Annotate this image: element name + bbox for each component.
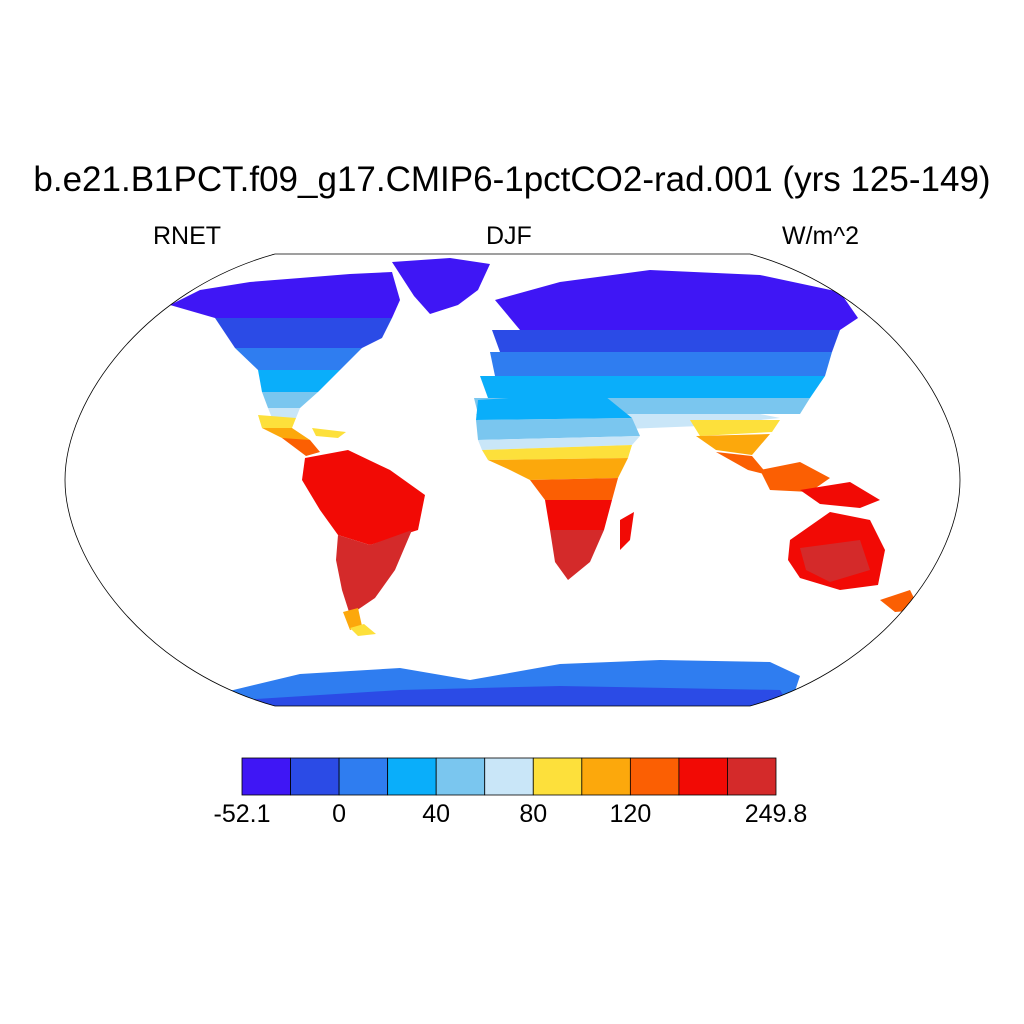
colorbar-box bbox=[678, 757, 728, 796]
colorbar-box bbox=[338, 757, 389, 796]
colorbar-tick-label: 40 bbox=[422, 800, 451, 828]
units-label: W/m^2 bbox=[782, 222, 860, 250]
colorbar bbox=[241, 757, 777, 796]
australia-region bbox=[788, 512, 885, 590]
colorbar-box bbox=[484, 757, 534, 796]
colorbar-box bbox=[727, 757, 777, 796]
colorbar-box bbox=[387, 757, 437, 796]
antarctica-region bbox=[225, 660, 800, 706]
africa-region bbox=[476, 392, 640, 580]
variable-label: RNET bbox=[153, 222, 222, 250]
colorbar-box bbox=[435, 757, 486, 796]
south-america-region bbox=[302, 450, 425, 636]
map-boundary bbox=[64, 253, 961, 707]
eurasia-region bbox=[474, 270, 858, 475]
colorbar-box bbox=[581, 757, 631, 796]
greenland-region bbox=[392, 258, 490, 314]
colorbar-tick-label: 249.8 bbox=[744, 800, 808, 828]
season-label: DJF bbox=[486, 222, 532, 250]
north-america-region bbox=[170, 272, 400, 456]
colorbar-box bbox=[532, 757, 583, 796]
colorbar-tick-label: -52.1 bbox=[213, 800, 271, 828]
colorbar-tick-label: 80 bbox=[519, 800, 548, 828]
plot-title: b.e21.B1PCT.f09_g17.CMIP6-1pctCO2-rad.00… bbox=[33, 160, 991, 199]
colorbar-box bbox=[241, 757, 291, 796]
colorbar-tick-label: 120 bbox=[609, 800, 652, 828]
colorbar-tick-label: 0 bbox=[332, 800, 347, 828]
colorbar-box bbox=[290, 757, 340, 796]
colorbar-box bbox=[629, 757, 680, 796]
